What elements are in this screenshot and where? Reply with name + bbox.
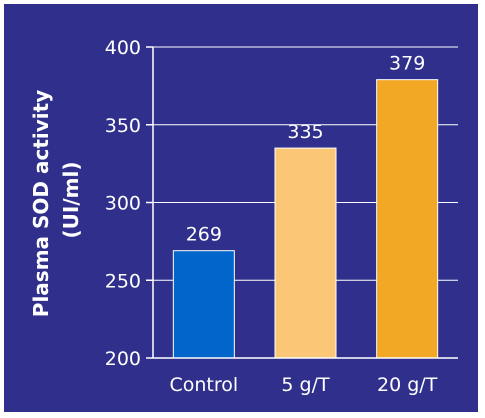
chart-panel: 200 250 300 350 400 Control 5 g/T 20 g/T 269 33… [4,4,478,412]
bar-1 [274,147,337,359]
y-axis-label-line1: Plasma SOD activity [29,90,53,317]
data-label-0: 269 [186,224,222,246]
y-tick-label: 200 [105,348,141,370]
y-tick-label: 350 [105,115,141,137]
x-tick-label-0: Control [169,374,238,396]
data-labels: 269 335 379 [186,53,426,246]
x-tick-labels: Control 5 g/T 20 g/T [169,374,437,396]
x-tick-label-1: 5 g/T [281,374,330,396]
bar-2 [376,79,439,359]
y-axis-label: Plasma SOD activity (UI/ml) [29,83,83,317]
y-tick-label: 400 [105,37,141,59]
data-label-1: 335 [287,121,323,143]
data-label-2: 379 [389,53,425,75]
bar-0 [172,250,235,359]
y-tick-label: 300 [105,193,141,215]
x-tick-label-2: 20 g/T [377,374,438,396]
y-tick-labels: 200 250 300 350 400 [105,37,141,370]
y-axis-label-line2: (UI/ml) [59,162,83,239]
axes [146,46,458,359]
y-tick-label: 250 [105,270,141,292]
bars [172,79,439,359]
